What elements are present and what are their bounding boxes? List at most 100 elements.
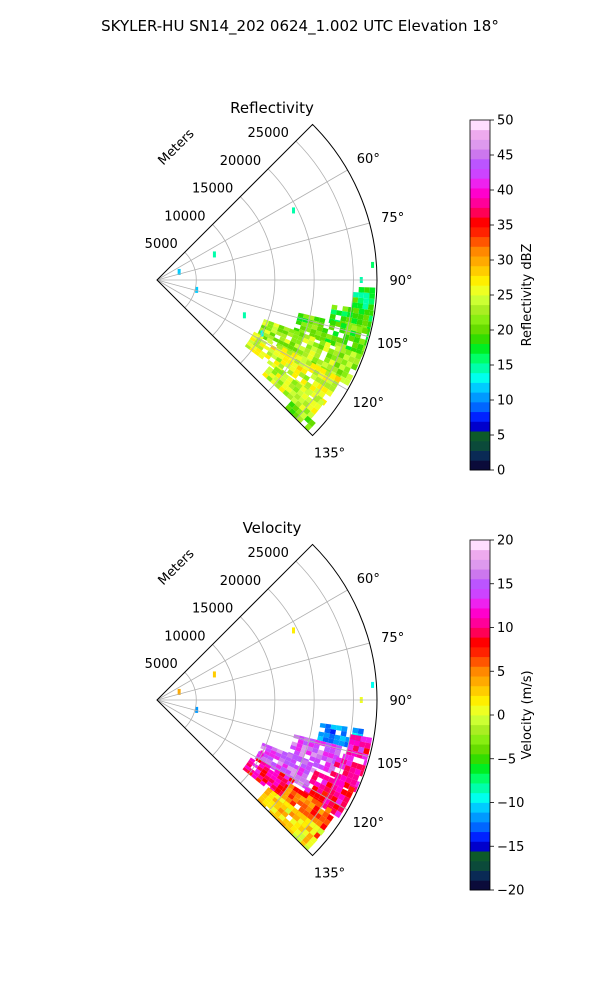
echo-region	[345, 734, 373, 761]
azimuth-spoke	[156, 642, 370, 701]
colorbar-tick-label: 0	[497, 709, 505, 724]
colorbar-swatch	[470, 676, 490, 687]
azimuth-tick-label: 75°	[381, 631, 404, 646]
azimuth-spoke	[156, 222, 370, 281]
colorbar-tick-label: 45	[497, 149, 514, 164]
colorbar-swatch	[470, 285, 490, 296]
colorbar-swatch	[470, 314, 490, 325]
azimuth-tick-label: 90°	[389, 274, 412, 289]
colorbar-swatch	[470, 695, 490, 706]
radial-tick-label: 25000	[248, 546, 289, 561]
colorbar-swatch	[470, 870, 490, 881]
colorbar-tick-label: −10	[497, 796, 524, 811]
colorbar-swatch	[470, 363, 490, 374]
echo-speckle	[212, 251, 216, 258]
colorbar: −20 −15 −10 −5 0 5 10 15 20 Velocity (m/s)	[469, 534, 535, 899]
colorbar-tick-label: −5	[497, 752, 516, 767]
azimuth-spoke	[156, 169, 348, 281]
velocity-panel: Velocity 5000 10000 15000 20000 25000 Meters 60…	[145, 519, 535, 899]
colorbar-swatch	[470, 197, 490, 208]
colorbar-tick-label: −15	[497, 840, 524, 855]
echo-region	[284, 400, 316, 432]
colorbar-swatch	[470, 734, 490, 745]
colorbar-swatch	[470, 440, 490, 451]
colorbar: 0 5 10 15 20 25 30 35 40 45 50 Reflectivity dBZ	[469, 114, 535, 479]
colorbar-tick-label: 30	[497, 254, 514, 269]
radial-tick-label: 20000	[220, 154, 261, 169]
colorbar-tick-label: −20	[497, 884, 524, 899]
colorbar-swatch	[470, 598, 490, 609]
azimuth-spoke	[156, 699, 348, 811]
echo-speckle	[195, 706, 199, 713]
figure-suptitle: SKYLER-HU SN14_202 0624_1.002 UTC Elevat…	[101, 17, 499, 36]
echo-speckle	[177, 688, 181, 695]
colorbar-tick-label: 25	[497, 289, 514, 304]
colorbar-swatch	[470, 139, 490, 150]
echo-speckle	[177, 268, 181, 275]
sector-frame	[156, 123, 378, 437]
echo-speckle	[242, 312, 246, 319]
azimuth-tick-label: 60°	[357, 572, 380, 587]
colorbar-swatch	[470, 333, 490, 345]
colorbar-swatch	[470, 421, 490, 432]
colorbar-tick-label: 20	[497, 324, 514, 339]
azimuth-tick-label: 105°	[377, 337, 408, 352]
colorbar-swatch	[470, 343, 490, 354]
radial-tick-label: 20000	[220, 574, 261, 589]
colorbar-tick-label: 10	[497, 621, 514, 636]
echo-field	[177, 627, 375, 851]
colorbar-swatch	[470, 656, 490, 667]
azimuth-tick-label: 120°	[353, 816, 384, 831]
colorbar-swatch	[470, 275, 490, 286]
colorbar-swatch	[470, 265, 490, 276]
colorbar-swatch	[470, 812, 490, 823]
colorbar-tick-label: 40	[497, 184, 514, 199]
colorbar-swatch	[470, 880, 490, 891]
colorbar-swatch	[470, 666, 490, 677]
azimuth-tick-label: 75°	[381, 211, 404, 226]
azimuth-spoke	[156, 279, 370, 338]
colorbar-swatch	[470, 821, 490, 833]
polar-grid	[156, 560, 377, 856]
echo-region	[257, 787, 325, 851]
colorbar-swatch	[470, 646, 490, 658]
colorbar-swatch	[470, 246, 490, 257]
colorbar-swatch	[470, 841, 490, 852]
radial-axis-label: Meters	[156, 126, 198, 168]
colorbar-swatch	[470, 860, 490, 871]
panel-title: Reflectivity	[230, 99, 314, 117]
colorbar-swatch	[470, 715, 490, 726]
colorbar-tick-label: 5	[497, 665, 505, 680]
colorbar-tick-label: 20	[497, 534, 514, 549]
azimuth-tick-label: 105°	[377, 757, 408, 772]
colorbar-label: Reflectivity dBZ	[520, 244, 535, 347]
colorbar-swatch	[470, 158, 490, 170]
colorbar-swatch	[470, 773, 490, 784]
reflectivity-panel: Reflectivity 5000 10000 15000 20000 25000 Mete…	[145, 99, 535, 479]
colorbar-swatch	[470, 324, 490, 335]
colorbar-swatch	[470, 685, 490, 696]
colorbar-tick-label: 35	[497, 219, 514, 234]
colorbar-swatch	[470, 382, 490, 393]
colorbar-swatch	[470, 851, 490, 862]
colorbar-swatch	[470, 226, 490, 238]
azimuth-spoke	[156, 699, 370, 758]
colorbar-swatch	[470, 783, 490, 794]
colorbar-swatch	[470, 705, 490, 716]
echo-region	[262, 366, 325, 419]
azimuth-spoke	[156, 589, 348, 701]
echo-field	[177, 207, 376, 432]
colorbar-swatch	[470, 168, 490, 179]
colorbar-swatch	[470, 763, 490, 774]
colorbar-swatch	[470, 549, 490, 560]
colorbar-swatch	[470, 559, 490, 570]
radial-tick-label: 5000	[145, 237, 178, 252]
radial-tick-label: 5000	[145, 657, 178, 672]
colorbar-swatch	[470, 627, 490, 638]
radial-tick-label: 25000	[248, 126, 289, 141]
colorbar-swatch	[470, 831, 490, 842]
colorbar-swatch	[470, 802, 490, 813]
azimuth-spoke	[156, 279, 348, 391]
radial-axis-label: Meters	[156, 546, 198, 588]
